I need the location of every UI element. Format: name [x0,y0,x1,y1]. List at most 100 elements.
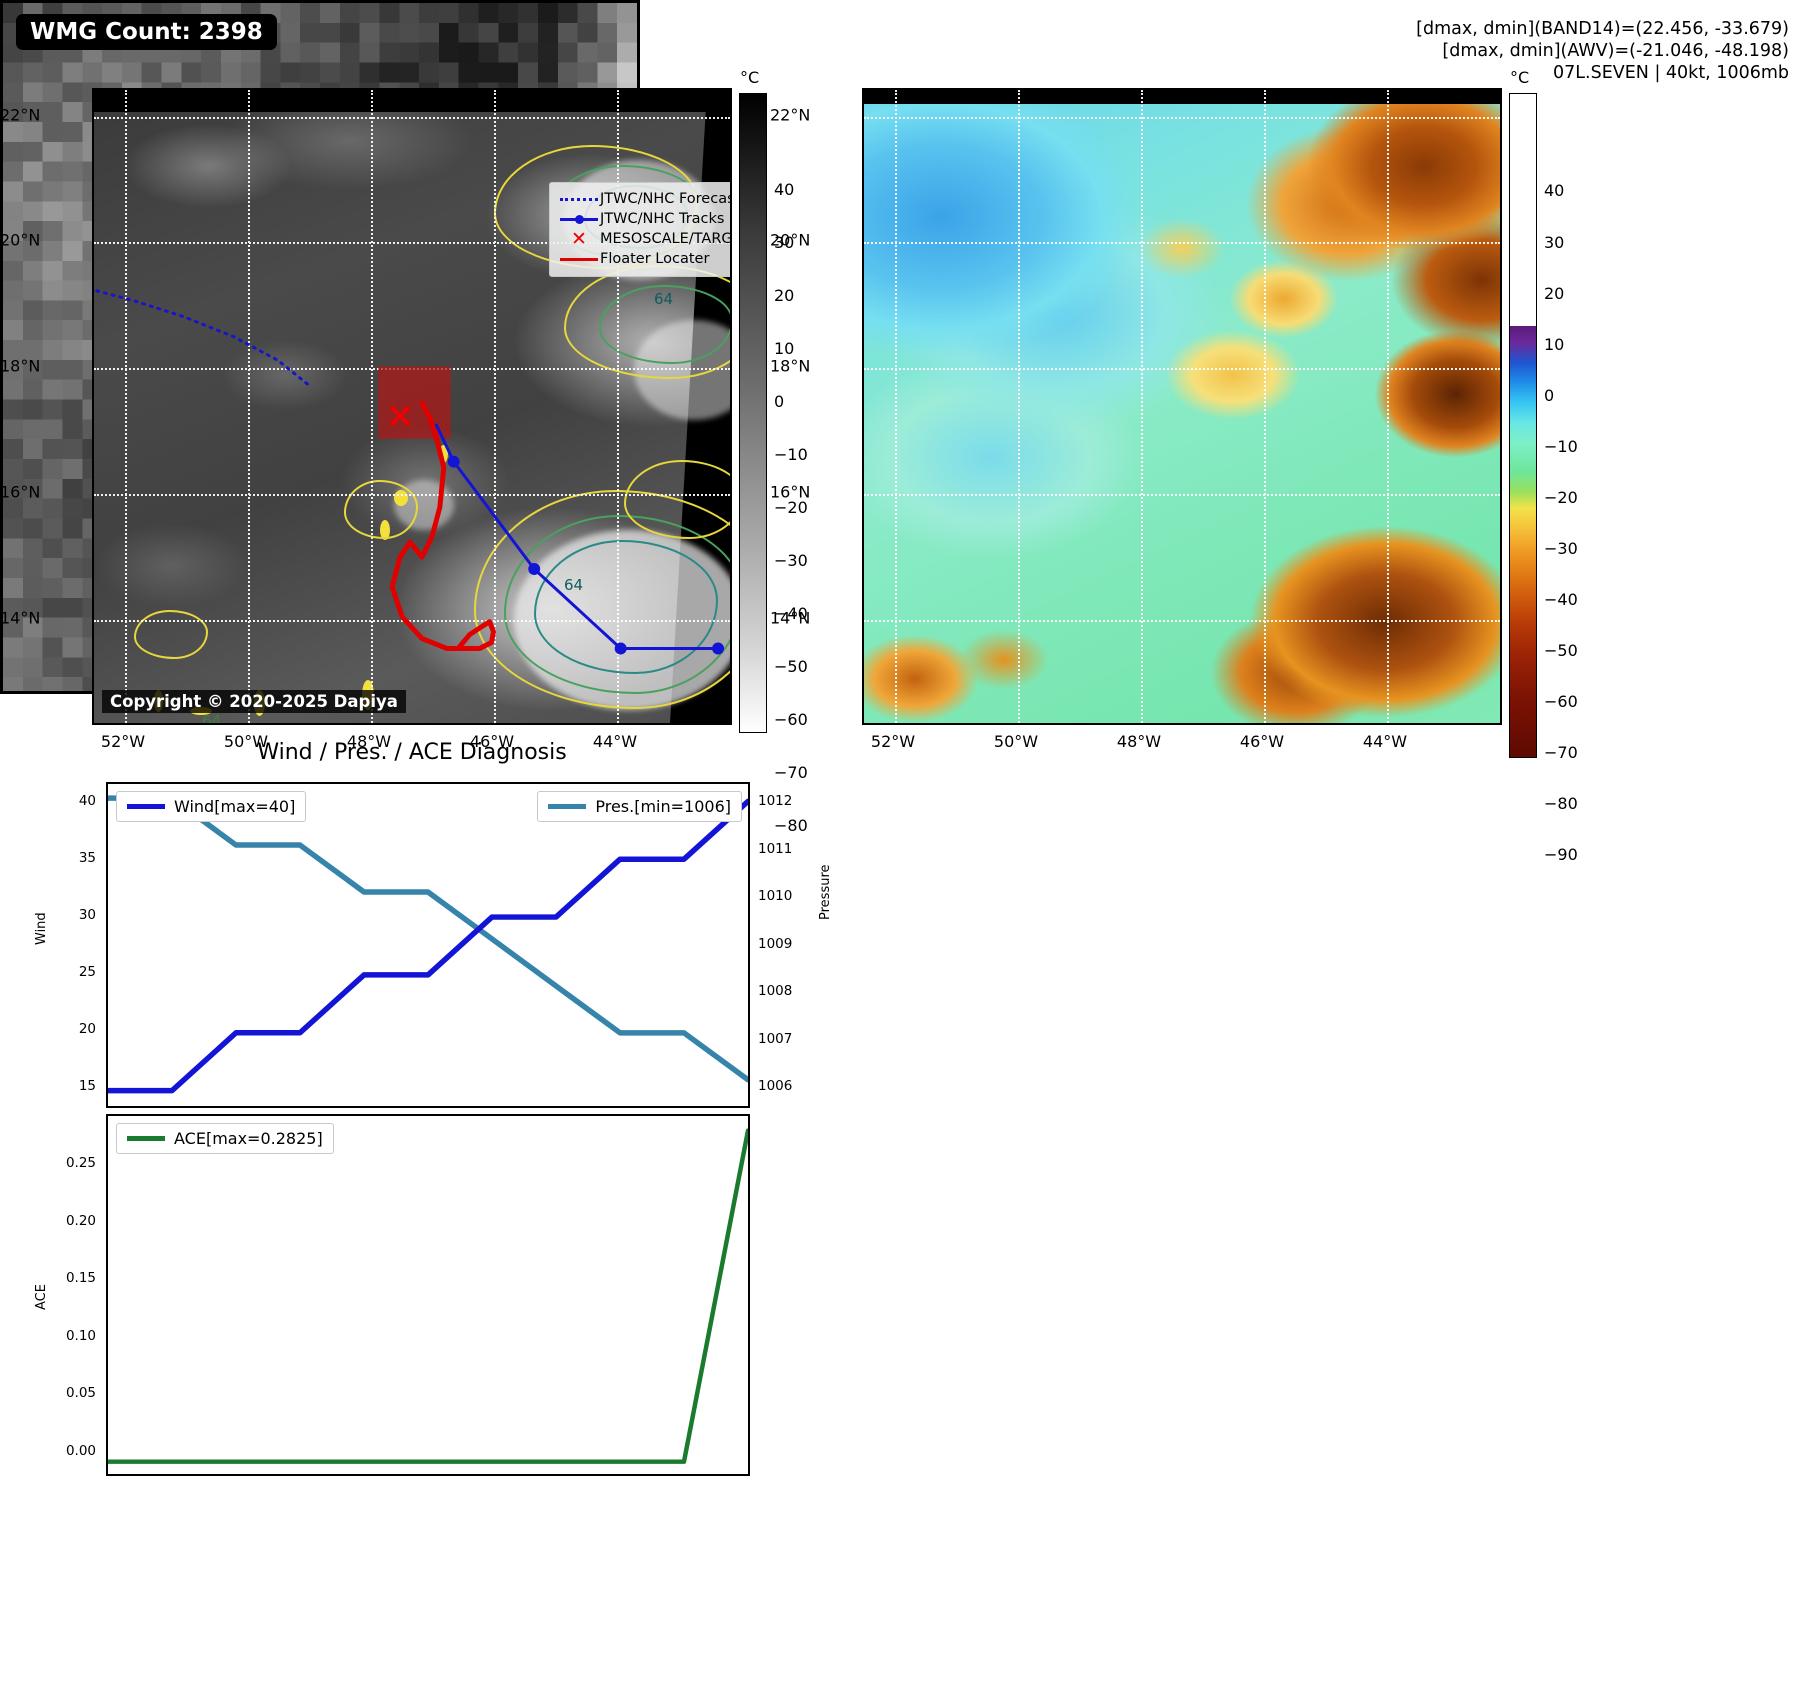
legend-item-forecast[interactable]: JTWC/NHC Forecast [17/0600Z] [558,189,730,209]
left-map-ytick: 18°N [0,356,41,376]
wmg-count-badge: WMG Count: 2398 [16,14,277,50]
track-point [712,642,725,655]
contour-label: 64 [202,712,222,725]
right-map-ytick: 22°N [770,105,811,125]
track-overlay [94,288,725,655]
left-colorbar: °C 40 30 20 10 0 −10 −20 −30 −40 −50 −60… [736,68,856,835]
pressure-ytick: 1006 [758,1078,793,1094]
colorbar-tick: 0 [1544,386,1555,405]
wind-legend[interactable]: Wind[max=40] [116,791,307,822]
map-gridline-horizontal [864,368,1500,370]
right-colorbar: °C 40 30 20 10 0 −10 −20 −30 −40 −50 −60… [1506,68,1636,864]
ace-ytick: 0.00 [65,1443,96,1459]
track-point [447,455,460,468]
red-line-icon [558,257,600,261]
right-map-xtick: 46°W [1239,732,1285,751]
temperature-contour [599,285,730,364]
ace-chart[interactable]: ACE[max=0.2825] [106,1114,750,1476]
colorbar-tick: −30 [774,551,808,570]
map-gridline-horizontal [864,117,1500,119]
legend-item-floater[interactable]: Floater Locater [558,249,730,269]
map-gridline-vertical [1141,90,1143,723]
left-satellite-map[interactable]: 64 64 64 [92,88,732,725]
right-map-ytick: 18°N [770,356,811,376]
map-gridline-horizontal [864,620,1500,622]
contour-label: 64 [654,290,674,308]
colorbar-unit: °C [1510,68,1530,87]
left-map-xtick: 48°W [346,732,392,751]
map-gridline-vertical [895,90,897,723]
colorbar-tick: −40 [1544,590,1578,609]
wind-legend-swatch [127,804,165,809]
left-map-xtick: 50°W [223,732,269,751]
ace-legend-label: ACE[max=0.2825] [174,1129,323,1148]
line-marker-icon [558,214,600,224]
ace-plot-area [108,1128,748,1464]
colorbar-tick: −70 [774,763,808,782]
right-satellite-map[interactable] [862,88,1502,725]
cloud-speckle [439,445,448,463]
colorbar-tick: −20 [1544,488,1578,507]
legend-item-tracks[interactable]: JTWC/NHC Tracks [17/1200Z] [558,209,730,229]
colorbar-tick: −80 [1544,794,1578,813]
colorbar-tick: −80 [774,816,808,835]
wind-legend-label: Wind[max=40] [174,797,296,816]
ace-legend[interactable]: ACE[max=0.2825] [116,1123,334,1154]
left-map-ytick: 16°N [0,482,41,502]
map-legend[interactable]: JTWC/NHC Forecast [17/0600Z] JTWC/NHC Tr… [549,182,730,277]
wind-pressure-plot-area [108,795,748,1094]
map-gridline-vertical [1264,90,1266,723]
colorbar-tick: 40 [774,180,795,199]
left-map-xtick: 46°W [469,732,515,751]
temperature-contour [344,480,418,539]
map-gridline-horizontal [94,242,730,244]
colorbar-tick: −10 [774,445,808,464]
left-map-ytick: 14°N [0,608,41,628]
colorbar-tick: 30 [774,233,795,252]
pressure-legend-swatch [548,804,587,809]
map-gridline-vertical [371,90,373,723]
pressure-ytick: 1011 [758,841,793,857]
ace-legend-swatch [127,1136,165,1141]
map-dark-band-top [864,90,1500,104]
right-map-ytick: 14°N [770,608,811,628]
wind-ytick: 25 [78,964,96,980]
temperature-contour [534,540,718,674]
colorbar-tick: −30 [1544,539,1578,558]
copyright-notice: Copyright © 2020-2025 Dapiya [102,690,406,713]
map-gridline-vertical [1387,90,1389,723]
colorbar-tick: −90 [1544,845,1578,864]
wind-ytick: 35 [78,850,96,866]
right-map-xtick: 48°W [1116,732,1162,751]
legend-item-mesoscale[interactable]: ✕ MESOSCALE/TARGET Location [558,229,730,249]
track-point [614,642,627,655]
left-map-ytick: 20°N [0,230,41,250]
colorbar-tick: 40 [1544,181,1565,200]
left-map-xtick: 44°W [592,732,638,751]
right-map-ytick: 16°N [770,482,811,502]
colorbar-tick: 10 [774,339,795,358]
right-map-xtick: 50°W [993,732,1039,751]
wind-pressure-chart[interactable]: Wind[max=40] Pres.[min=1006] [106,782,750,1108]
legend-label: JTWC/NHC Forecast [17/0600Z] [600,191,730,207]
stat-band14: [dmax, dmin](BAND14)=(22.456, -33.679) [1416,19,1789,39]
colorbar-unit: °C [740,68,760,87]
wind-axis-label: Wind [34,912,49,945]
pressure-ytick: 1012 [758,793,793,809]
map-gridline-horizontal [94,117,730,119]
colorbar-tick: 10 [1544,335,1565,354]
colorbar-tick: 20 [774,286,795,305]
pressure-ytick: 1007 [758,1031,793,1047]
wind-ytick: 15 [78,1078,96,1094]
temperature-contour [134,610,208,659]
colorbar-tick: −20 [774,498,808,517]
colorbar-tick: −50 [1544,641,1578,660]
storm-info: 07L.SEVEN | 40kt, 1006mb [1553,63,1789,83]
mesoscale-target-box [378,366,451,439]
pressure-legend[interactable]: Pres.[min=1006] [537,791,742,822]
right-map-ytick: 20°N [770,230,811,250]
map-dark-band-top [94,90,730,112]
colorbar-tick: 20 [1544,284,1565,303]
colorbar-tick: −70 [1544,743,1578,762]
